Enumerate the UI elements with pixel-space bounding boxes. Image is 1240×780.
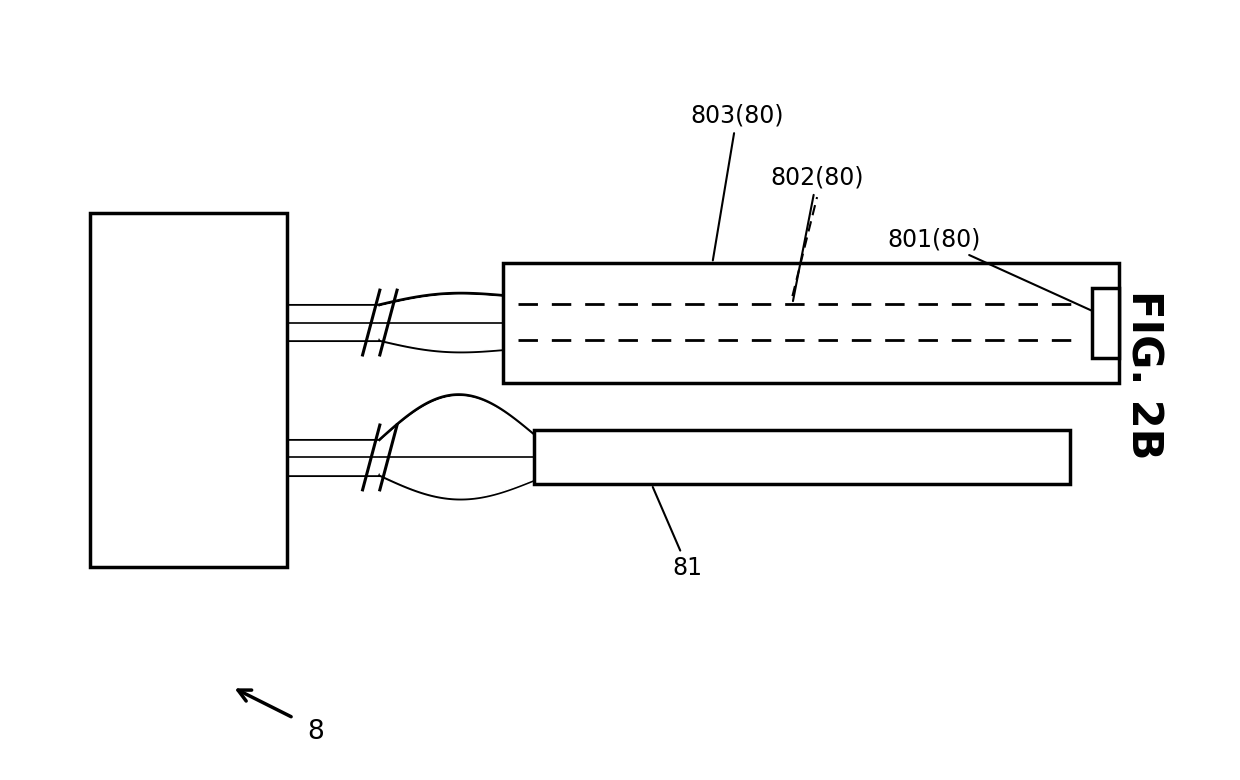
Bar	[533, 431, 1070, 484]
Text: 801(80): 801(80)	[888, 227, 1116, 322]
Text: 802(80): 802(80)	[770, 165, 864, 301]
Bar	[1091, 289, 1118, 357]
Bar	[503, 263, 1118, 383]
Text: 8: 8	[308, 719, 324, 745]
Text: 803(80): 803(80)	[691, 104, 784, 261]
Text: FIG. 2B: FIG. 2B	[1122, 290, 1164, 459]
Bar	[91, 212, 288, 568]
Text: 81: 81	[652, 487, 703, 580]
